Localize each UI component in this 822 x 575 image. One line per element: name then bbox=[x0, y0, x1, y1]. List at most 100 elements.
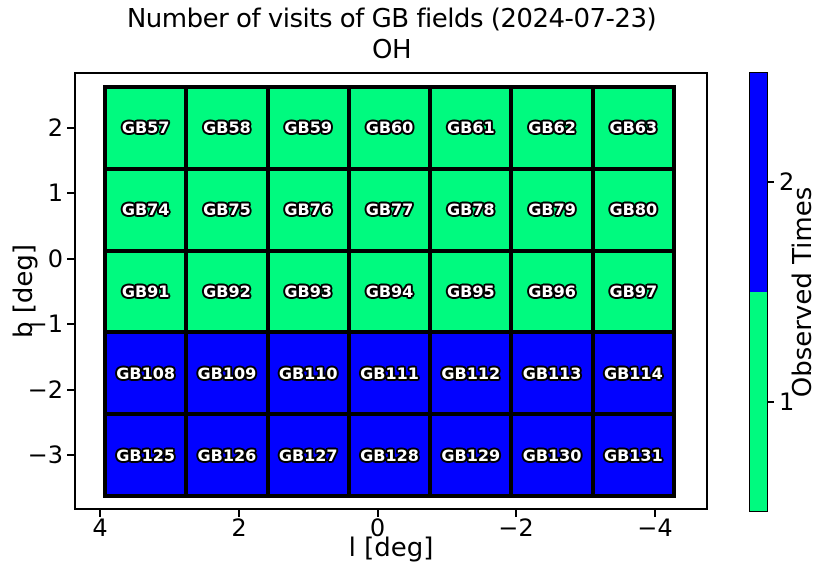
grid-cell: GB58 bbox=[186, 87, 268, 169]
y-axis-tick bbox=[67, 257, 74, 260]
y-axis-label: b [deg] bbox=[9, 243, 39, 339]
grid-cell: GB127 bbox=[267, 414, 349, 496]
grid-cell-label: GB93 bbox=[284, 281, 332, 301]
grid-cell: GB112 bbox=[430, 332, 512, 415]
grid-cell-label: GB91 bbox=[121, 281, 170, 301]
grid-cell: GB60 bbox=[348, 87, 431, 169]
y-axis-tick bbox=[67, 192, 74, 195]
y-axis-tick-label: −3 bbox=[27, 441, 63, 469]
grid-cell-label: GB97 bbox=[609, 281, 658, 301]
x-axis-tick-label: −2 bbox=[498, 514, 534, 542]
grid-cell-label: GB79 bbox=[528, 200, 576, 220]
x-axis-tick-label: 4 bbox=[92, 514, 108, 542]
grid-cell-label: GB74 bbox=[121, 200, 170, 220]
grid-cell: GB74 bbox=[105, 168, 187, 251]
grid-cell: GB126 bbox=[186, 414, 268, 496]
y-axis-tick bbox=[67, 454, 74, 456]
grid-cell-label: GB92 bbox=[203, 281, 251, 301]
chart-title-line2: OH bbox=[371, 35, 412, 65]
x-axis-tick-label: 2 bbox=[231, 514, 247, 542]
grid-cell: GB128 bbox=[348, 414, 431, 496]
grid-cell-label: GB96 bbox=[528, 281, 576, 301]
grid-cell: GB125 bbox=[105, 414, 187, 496]
grid-cell: GB96 bbox=[511, 250, 593, 333]
colorbar-tick bbox=[768, 401, 774, 403]
x-axis-tick bbox=[515, 510, 517, 517]
grid-cell-label: GB112 bbox=[441, 363, 501, 383]
grid-cell: GB109 bbox=[186, 332, 268, 415]
grid-cell-label: GB109 bbox=[197, 363, 257, 383]
grid-cell: GB131 bbox=[592, 414, 674, 496]
grid-cell: GB77 bbox=[348, 168, 431, 251]
grid-cell-label: GB129 bbox=[441, 445, 501, 465]
grid-cell-label: GB94 bbox=[365, 281, 414, 301]
grid-cell-label: GB59 bbox=[284, 118, 332, 138]
grid-cell-label: GB76 bbox=[284, 200, 332, 220]
grid-cell: GB111 bbox=[348, 332, 431, 415]
grid-cell: GB63 bbox=[592, 87, 674, 169]
grid-cell: GB93 bbox=[267, 250, 349, 333]
grid-cell-label: GB131 bbox=[603, 445, 663, 465]
y-axis-tick-label: 2 bbox=[47, 114, 63, 142]
grid-cell: GB91 bbox=[105, 250, 187, 333]
grid-cell-label: GB57 bbox=[121, 118, 170, 138]
colorbar-tick-label: 1 bbox=[779, 388, 795, 416]
grid-cell-label: GB127 bbox=[278, 445, 338, 465]
x-axis-label: l [deg] bbox=[348, 533, 434, 563]
grid-cell: GB130 bbox=[511, 414, 593, 496]
grid-cell: GB97 bbox=[592, 250, 674, 333]
grid-cell-label: GB63 bbox=[609, 118, 658, 138]
grid-cell: GB57 bbox=[105, 87, 187, 169]
grid-cell-label: GB111 bbox=[360, 363, 419, 383]
grid-cell: GB78 bbox=[430, 168, 512, 251]
grid-cell: GB110 bbox=[267, 332, 349, 415]
colorbar bbox=[749, 72, 768, 512]
y-axis-tick-label: −2 bbox=[27, 375, 63, 404]
y-axis-tick bbox=[67, 388, 74, 391]
grid-cell-label: GB125 bbox=[116, 445, 175, 465]
grid-cell: GB114 bbox=[592, 332, 674, 415]
field-grid: GB57 GB58 GB59 GB60 GB61 GB62 GB63 GB74 GB75 GB76… bbox=[103, 85, 676, 498]
x-axis-tick bbox=[238, 510, 240, 517]
grid-cell-label: GB75 bbox=[203, 200, 251, 220]
grid-cell-label: GB113 bbox=[522, 363, 582, 383]
grid-cell-label: GB60 bbox=[365, 118, 414, 138]
grid-cell: GB95 bbox=[430, 250, 512, 333]
y-axis-tick bbox=[67, 127, 74, 129]
y-axis-tick bbox=[67, 323, 74, 326]
grid-cell: GB61 bbox=[430, 87, 512, 169]
x-axis-tick bbox=[654, 510, 656, 517]
colorbar-tick-label: 2 bbox=[779, 168, 795, 196]
grid-cell-label: GB77 bbox=[365, 200, 414, 220]
grid-cell-label: GB110 bbox=[278, 363, 338, 383]
grid-cell: GB75 bbox=[186, 168, 268, 251]
grid-cell: GB59 bbox=[267, 87, 349, 169]
grid-cell: GB113 bbox=[511, 332, 593, 415]
colorbar-segment-1 bbox=[750, 292, 767, 511]
colorbar-segment-2 bbox=[750, 73, 767, 292]
grid-cell-label: GB108 bbox=[116, 363, 175, 383]
grid-cell: GB62 bbox=[511, 87, 593, 169]
grid-cell-label: GB95 bbox=[446, 281, 495, 301]
grid-cell: GB76 bbox=[267, 168, 349, 251]
grid-cell-label: GB128 bbox=[360, 445, 419, 465]
grid-cell: GB80 bbox=[592, 168, 674, 251]
grid-cell: GB108 bbox=[105, 332, 187, 415]
grid-cell: GB129 bbox=[430, 414, 512, 496]
grid-cell: GB94 bbox=[348, 250, 431, 333]
y-axis-tick-label: 1 bbox=[47, 179, 63, 208]
grid-cell-label: GB58 bbox=[203, 118, 251, 138]
chart-title: Number of visits of GB fields (2024-07-2… bbox=[75, 4, 708, 66]
colorbar-label: Observed Times bbox=[788, 186, 818, 398]
grid-cell-label: GB114 bbox=[603, 363, 663, 383]
x-axis-tick bbox=[99, 510, 101, 517]
grid-cell-label: GB126 bbox=[197, 445, 257, 465]
grid-cell-label: GB130 bbox=[522, 445, 582, 465]
grid-cell-label: GB80 bbox=[609, 200, 658, 220]
x-axis-tick-label: 0 bbox=[369, 514, 386, 542]
grid-cell-label: GB62 bbox=[528, 118, 576, 138]
grid-cell: GB92 bbox=[186, 250, 268, 333]
grid-cell-label: GB61 bbox=[446, 118, 495, 138]
x-axis-tick-label: −4 bbox=[637, 514, 673, 542]
